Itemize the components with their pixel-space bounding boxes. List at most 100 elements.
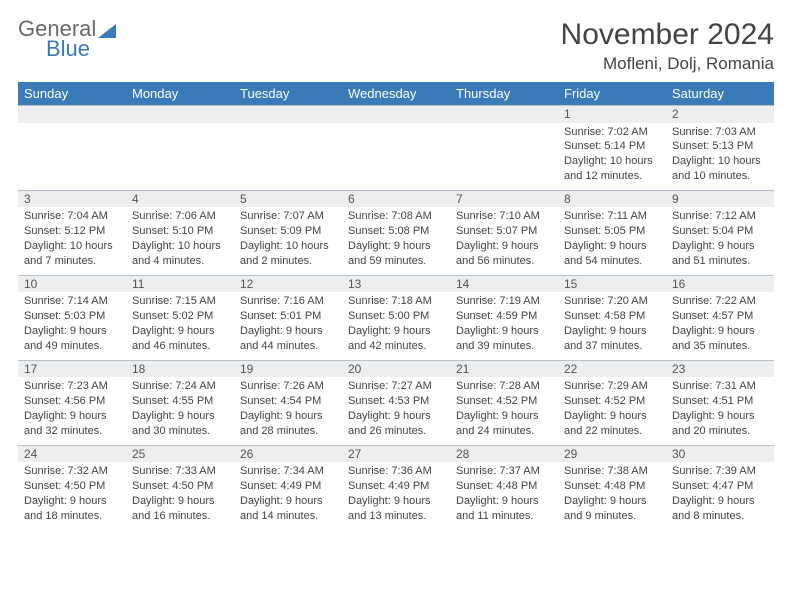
- day-number: 29: [558, 445, 666, 462]
- day-cell: [18, 123, 126, 191]
- daylight-text-2: and 11 minutes.: [456, 509, 552, 524]
- day-number: 21: [450, 360, 558, 377]
- sunrise-text: Sunrise: 7:37 AM: [456, 464, 552, 479]
- sunrise-text: Sunrise: 7:07 AM: [240, 209, 336, 224]
- day-cell: Sunrise: 7:04 AMSunset: 5:12 PMDaylight:…: [18, 207, 126, 275]
- day-number: 13: [342, 275, 450, 292]
- sunrise-text: Sunrise: 7:29 AM: [564, 379, 660, 394]
- sunrise-text: Sunrise: 7:02 AM: [564, 125, 660, 140]
- daylight-text-1: Daylight: 9 hours: [672, 494, 768, 509]
- sunset-text: Sunset: 4:49 PM: [240, 479, 336, 494]
- sunset-text: Sunset: 4:48 PM: [564, 479, 660, 494]
- header: General Blue November 2024 Mofleni, Dolj…: [18, 18, 774, 74]
- sunset-text: Sunset: 4:48 PM: [456, 479, 552, 494]
- day-cell: Sunrise: 7:28 AMSunset: 4:52 PMDaylight:…: [450, 377, 558, 445]
- day-cell: Sunrise: 7:14 AMSunset: 5:03 PMDaylight:…: [18, 292, 126, 360]
- day-cell: [342, 123, 450, 191]
- daylight-text-1: Daylight: 9 hours: [672, 239, 768, 254]
- day-number: 16: [666, 275, 774, 292]
- daylight-text-2: and 24 minutes.: [456, 424, 552, 439]
- daylight-text-1: Daylight: 9 hours: [348, 494, 444, 509]
- location: Mofleni, Dolj, Romania: [561, 54, 774, 74]
- day-cell: Sunrise: 7:39 AMSunset: 4:47 PMDaylight:…: [666, 462, 774, 529]
- day-cell: Sunrise: 7:23 AMSunset: 4:56 PMDaylight:…: [18, 377, 126, 445]
- sunrise-text: Sunrise: 7:14 AM: [24, 294, 120, 309]
- sunrise-text: Sunrise: 7:39 AM: [672, 464, 768, 479]
- sunset-text: Sunset: 4:50 PM: [132, 479, 228, 494]
- day-number: 18: [126, 360, 234, 377]
- daylight-text-1: Daylight: 9 hours: [24, 409, 120, 424]
- day-cell: Sunrise: 7:24 AMSunset: 4:55 PMDaylight:…: [126, 377, 234, 445]
- sunrise-text: Sunrise: 7:06 AM: [132, 209, 228, 224]
- day-content-row: Sunrise: 7:14 AMSunset: 5:03 PMDaylight:…: [18, 292, 774, 360]
- sunset-text: Sunset: 5:02 PM: [132, 309, 228, 324]
- sunrise-text: Sunrise: 7:23 AM: [24, 379, 120, 394]
- daylight-text-1: Daylight: 10 hours: [24, 239, 120, 254]
- calendar-page: General Blue November 2024 Mofleni, Dolj…: [0, 0, 792, 529]
- sunset-text: Sunset: 5:00 PM: [348, 309, 444, 324]
- daylight-text-1: Daylight: 9 hours: [672, 324, 768, 339]
- sunrise-text: Sunrise: 7:38 AM: [564, 464, 660, 479]
- day-number: 3: [18, 190, 126, 207]
- daylight-text-1: Daylight: 9 hours: [564, 494, 660, 509]
- sunrise-text: Sunrise: 7:32 AM: [24, 464, 120, 479]
- daylight-text-2: and 4 minutes.: [132, 254, 228, 269]
- sunrise-text: Sunrise: 7:31 AM: [672, 379, 768, 394]
- day-number: 12: [234, 275, 342, 292]
- day-header: Friday: [558, 82, 666, 106]
- sunrise-text: Sunrise: 7:34 AM: [240, 464, 336, 479]
- day-number: 1: [558, 106, 666, 123]
- day-cell: Sunrise: 7:37 AMSunset: 4:48 PMDaylight:…: [450, 462, 558, 529]
- daylight-text-2: and 2 minutes.: [240, 254, 336, 269]
- sunrise-text: Sunrise: 7:20 AM: [564, 294, 660, 309]
- month-title: November 2024: [561, 18, 774, 52]
- daylight-text-2: and 56 minutes.: [456, 254, 552, 269]
- daylight-text-1: Daylight: 9 hours: [672, 409, 768, 424]
- day-cell: [234, 123, 342, 191]
- day-header: Saturday: [666, 82, 774, 106]
- daylight-text-1: Daylight: 9 hours: [348, 324, 444, 339]
- sunset-text: Sunset: 4:54 PM: [240, 394, 336, 409]
- day-number: 26: [234, 445, 342, 462]
- day-cell: Sunrise: 7:02 AMSunset: 5:14 PMDaylight:…: [558, 123, 666, 191]
- logo-word-2: Blue: [46, 38, 116, 60]
- daylight-text-1: Daylight: 10 hours: [132, 239, 228, 254]
- daylight-text-2: and 59 minutes.: [348, 254, 444, 269]
- daylight-text-1: Daylight: 9 hours: [564, 409, 660, 424]
- day-number: 15: [558, 275, 666, 292]
- day-cell: Sunrise: 7:36 AMSunset: 4:49 PMDaylight:…: [342, 462, 450, 529]
- daylight-text-1: Daylight: 9 hours: [348, 409, 444, 424]
- daylight-text-2: and 28 minutes.: [240, 424, 336, 439]
- daylight-text-1: Daylight: 9 hours: [564, 239, 660, 254]
- daylight-text-1: Daylight: 9 hours: [456, 494, 552, 509]
- day-number: 20: [342, 360, 450, 377]
- day-header: Wednesday: [342, 82, 450, 106]
- sunset-text: Sunset: 5:08 PM: [348, 224, 444, 239]
- daylight-text-2: and 8 minutes.: [672, 509, 768, 524]
- day-cell: Sunrise: 7:07 AMSunset: 5:09 PMDaylight:…: [234, 207, 342, 275]
- day-cell: Sunrise: 7:15 AMSunset: 5:02 PMDaylight:…: [126, 292, 234, 360]
- day-cell: Sunrise: 7:06 AMSunset: 5:10 PMDaylight:…: [126, 207, 234, 275]
- day-cell: Sunrise: 7:16 AMSunset: 5:01 PMDaylight:…: [234, 292, 342, 360]
- daylight-text-2: and 54 minutes.: [564, 254, 660, 269]
- day-cell: Sunrise: 7:33 AMSunset: 4:50 PMDaylight:…: [126, 462, 234, 529]
- day-cell: [126, 123, 234, 191]
- sunrise-text: Sunrise: 7:28 AM: [456, 379, 552, 394]
- sunrise-text: Sunrise: 7:16 AM: [240, 294, 336, 309]
- day-number: 7: [450, 190, 558, 207]
- daylight-text-2: and 30 minutes.: [132, 424, 228, 439]
- day-header: Tuesday: [234, 82, 342, 106]
- daylight-text-2: and 37 minutes.: [564, 339, 660, 354]
- daylight-text-1: Daylight: 9 hours: [240, 409, 336, 424]
- day-number: 24: [18, 445, 126, 462]
- calendar-table: Sunday Monday Tuesday Wednesday Thursday…: [18, 82, 774, 529]
- sunset-text: Sunset: 4:47 PM: [672, 479, 768, 494]
- day-cell: Sunrise: 7:11 AMSunset: 5:05 PMDaylight:…: [558, 207, 666, 275]
- sunrise-text: Sunrise: 7:33 AM: [132, 464, 228, 479]
- sunset-text: Sunset: 5:05 PM: [564, 224, 660, 239]
- day-cell: Sunrise: 7:31 AMSunset: 4:51 PMDaylight:…: [666, 377, 774, 445]
- sunrise-text: Sunrise: 7:19 AM: [456, 294, 552, 309]
- day-cell: Sunrise: 7:08 AMSunset: 5:08 PMDaylight:…: [342, 207, 450, 275]
- daylight-text-1: Daylight: 10 hours: [672, 154, 768, 169]
- sunset-text: Sunset: 5:10 PM: [132, 224, 228, 239]
